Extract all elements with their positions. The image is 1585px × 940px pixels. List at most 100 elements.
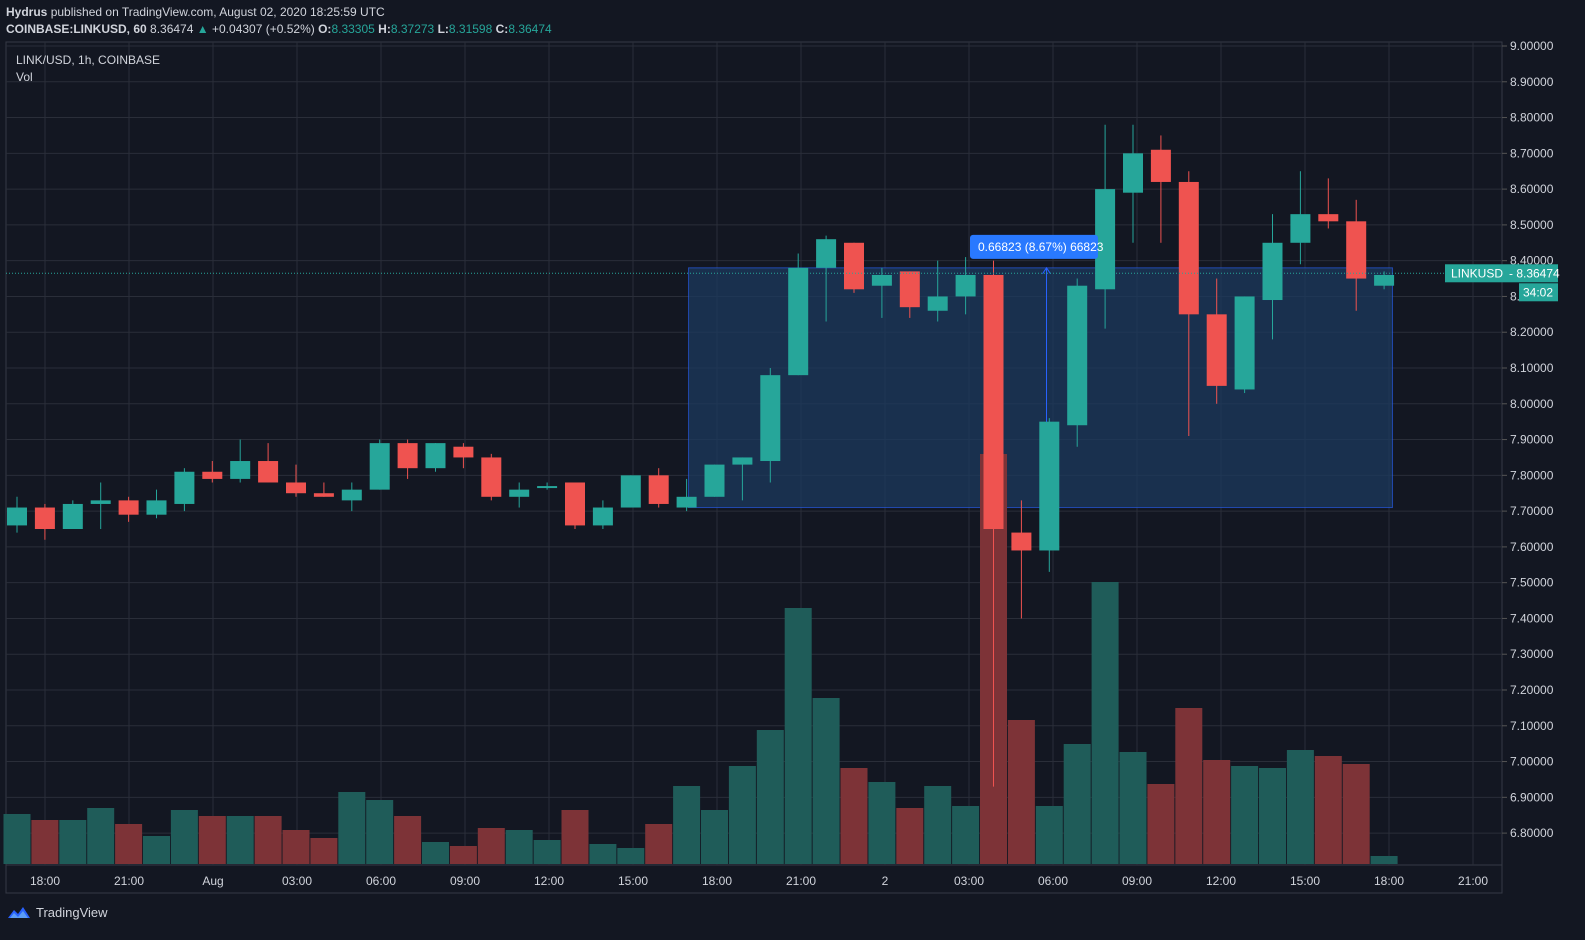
candle-body[interactable] [174, 471, 195, 504]
series-title[interactable]: LINK/USD, 1h, COINBASE [16, 53, 161, 67]
candle-body[interactable] [90, 500, 111, 504]
y-tick-label: 7.50000 [1510, 576, 1554, 590]
tradingview-cloud-icon [8, 907, 30, 918]
ohlc-line: COINBASE:LINKUSD, 60 8.36474 ▲ +0.04307 … [6, 22, 552, 36]
candle-body[interactable] [62, 503, 83, 529]
symbol-label: COINBASE:LINKUSD, 60 [6, 22, 147, 36]
countdown-value: 34:02 [1523, 285, 1553, 299]
publisher-name[interactable]: Hydrus [6, 5, 48, 19]
candle-body[interactable] [146, 500, 167, 515]
y-tick-label: 8.10000 [1510, 361, 1554, 375]
candle-body[interactable] [1290, 214, 1311, 243]
candle-body[interactable] [844, 242, 864, 290]
x-tick-label: 09:00 [450, 874, 480, 888]
candle-body[interactable] [760, 375, 781, 462]
y-tick-label: 7.20000 [1510, 683, 1554, 697]
candle-body[interactable] [369, 443, 390, 490]
volume-bar [617, 848, 645, 864]
volume-bar [1147, 784, 1175, 864]
candle-body[interactable] [1346, 221, 1367, 279]
x-tick-label: 18:00 [30, 874, 60, 888]
candle-body[interactable] [955, 274, 976, 297]
candle-body[interactable] [983, 274, 1004, 529]
candle-body[interactable] [592, 507, 613, 526]
candle-body[interactable] [871, 274, 892, 286]
y-tick-label: 7.30000 [1510, 647, 1554, 661]
candle-body[interactable] [1095, 189, 1116, 290]
candle-body[interactable] [1039, 421, 1060, 551]
candle-body[interactable] [1123, 153, 1143, 193]
price-change: +0.04307 (+0.52%) [212, 22, 315, 36]
candle-body[interactable] [313, 493, 334, 497]
price-tag[interactable] [1445, 264, 1558, 283]
candle-body[interactable] [788, 267, 809, 376]
price-tag-value: - 8.36474 [1509, 266, 1560, 280]
x-tick-label: 21:00 [786, 874, 816, 888]
x-tick-label: 21:00 [114, 874, 144, 888]
volume-bar [59, 820, 87, 864]
candle-body[interactable] [648, 475, 669, 504]
volume-bar [924, 786, 952, 864]
candle-body[interactable] [453, 446, 474, 458]
candle-body[interactable] [1178, 181, 1199, 315]
candle-body[interactable] [230, 461, 251, 479]
x-tick-label: 12:00 [534, 874, 564, 888]
candle-body[interactable] [397, 443, 418, 469]
candle-body[interactable] [1067, 285, 1088, 426]
volume-bar [812, 698, 840, 864]
candle-body[interactable] [704, 464, 725, 497]
candle-body[interactable] [1318, 214, 1339, 222]
candle-body[interactable] [7, 507, 27, 526]
candle-body[interactable] [481, 457, 502, 497]
y-tick-label: 6.80000 [1510, 826, 1554, 840]
volume-bar [31, 820, 59, 864]
candle-body[interactable] [286, 482, 306, 494]
candle-body[interactable] [676, 496, 697, 508]
volume-bar [1314, 756, 1342, 864]
x-tick-label: 18:00 [702, 874, 732, 888]
candle-body[interactable] [927, 296, 948, 311]
candle-body[interactable] [1374, 274, 1395, 286]
close-value: 8.36474 [508, 22, 552, 36]
y-tick-label: 8.90000 [1510, 75, 1554, 89]
measure-label: 0.66823 (8.67%) 66823 [978, 240, 1104, 254]
candle-body[interactable] [202, 471, 223, 479]
volume-bar [226, 816, 254, 864]
chart-frame [5, 41, 1503, 894]
volume-label[interactable]: Vol [16, 70, 33, 84]
candle-body[interactable] [1234, 296, 1255, 390]
y-tick-label: 7.70000 [1510, 504, 1554, 518]
measure-label-box[interactable] [970, 234, 1098, 259]
x-tick-label: 2 [882, 874, 889, 888]
candle-body[interactable] [509, 489, 530, 497]
candle-body[interactable] [816, 239, 837, 268]
volume-bar [673, 786, 701, 864]
volume-bar [366, 800, 394, 864]
volume-bar [1035, 806, 1063, 864]
candle-body[interactable] [899, 271, 920, 308]
candle-body[interactable] [1262, 242, 1283, 301]
candle-body[interactable] [425, 443, 446, 469]
high-label: H: [378, 22, 391, 36]
candle-body[interactable] [565, 482, 585, 526]
candle-body[interactable] [341, 489, 362, 501]
candle-body[interactable] [1150, 149, 1171, 182]
candle-body[interactable] [118, 500, 139, 515]
footer-brand[interactable]: TradingView [6, 904, 108, 920]
candle-body[interactable] [1206, 314, 1227, 386]
candle-body[interactable] [732, 457, 753, 465]
candle-body[interactable] [537, 486, 558, 489]
candle-body[interactable] [34, 507, 55, 529]
x-tick-label: 03:00 [954, 874, 984, 888]
volume-bar [3, 814, 31, 864]
candle-body[interactable] [620, 475, 641, 508]
candle-body[interactable] [258, 461, 279, 483]
y-tick-label: 7.80000 [1510, 468, 1554, 482]
volume-bar [115, 824, 143, 864]
volume-bar [533, 840, 561, 864]
x-tick-label: Aug [202, 874, 223, 888]
price-tag-symbol: LINKUSD [1451, 266, 1503, 280]
candle-body[interactable] [1011, 532, 1032, 551]
y-tick-label: 7.40000 [1510, 611, 1554, 625]
